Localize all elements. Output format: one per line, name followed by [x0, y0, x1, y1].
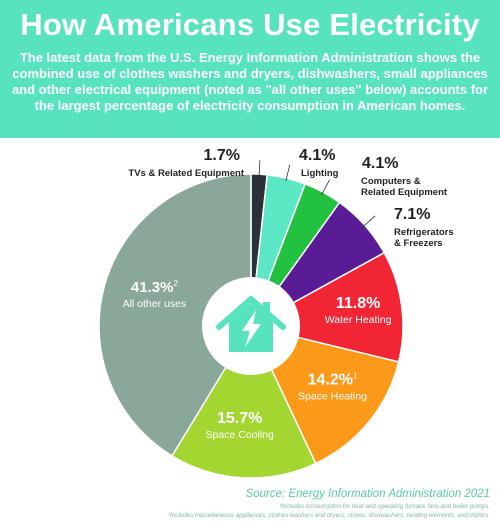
category-label-water-heating: Water Heating [325, 314, 392, 326]
pct-label-space-heating: 14.2%1 [308, 371, 358, 388]
pie-outer-labels: 1.7% TVs & Related Equipment 4.1% Lighting 4… [128, 147, 453, 249]
pie-inner-labels: 11.8% Water Heating 14.2%1 Space Heating 15.… [123, 279, 392, 441]
pct-label-all-other-uses: 41.3%2 [131, 279, 179, 296]
category-label-computers-and-related-equipment: Computers & [361, 176, 421, 187]
pie-slice-space-cooling [170, 324, 317, 479]
page-title: How Americans Use Electricity [20, 7, 480, 42]
pct-label-refrigerators-and-freezers: 7.1% [394, 206, 430, 223]
category-label-space-heating: Space Heating [298, 390, 367, 402]
category-label-refrigerators-and-freezers: & Freezers [394, 238, 443, 249]
house-lightning-icon [216, 296, 286, 352]
category-label-refrigerators-and-freezers: Refrigerators [394, 227, 454, 238]
footnote-1: ¹Includes consumption for heat and opera… [279, 503, 490, 510]
pct-label-space-cooling: 15.7% [217, 410, 262, 427]
pct-label-tvs-and-related-equipment: 1.7% [204, 147, 240, 164]
footnote-2: ²Includes miscellaneous appliances, clot… [168, 512, 490, 519]
leader-line-tvs-and-related-equipment [258, 160, 261, 178]
leader-line-lighting [285, 164, 291, 182]
intro-text: The latest data from the U.S. Energy Inf… [11, 50, 489, 113]
center-badge [202, 277, 300, 375]
header-banner: How Americans Use Electricity The latest… [0, 0, 500, 138]
pie-slice-all-other-uses [98, 173, 252, 457]
leader-line-computers-and-related-equipment [321, 179, 330, 195]
pct-label-lighting: 4.1% [299, 147, 335, 164]
pie-slice-space-heating [249, 324, 400, 465]
pct-label-water-heating: 11.8% [336, 295, 380, 312]
category-label-space-cooling: Space Cooling [206, 429, 274, 441]
category-label-tvs-and-related-equipment: TVs & Related Equipment [128, 168, 244, 179]
leader-line-refrigerators-and-freezers [362, 215, 376, 228]
category-label-computers-and-related-equipment: Related Equipment [361, 187, 448, 198]
category-label-all-other-uses: All other uses [123, 298, 187, 310]
pct-label-computers-and-related-equipment: 4.1% [362, 155, 398, 172]
category-label-lighting: Lighting [301, 168, 339, 179]
source-text: Source: Energy Information Administratio… [245, 488, 490, 500]
